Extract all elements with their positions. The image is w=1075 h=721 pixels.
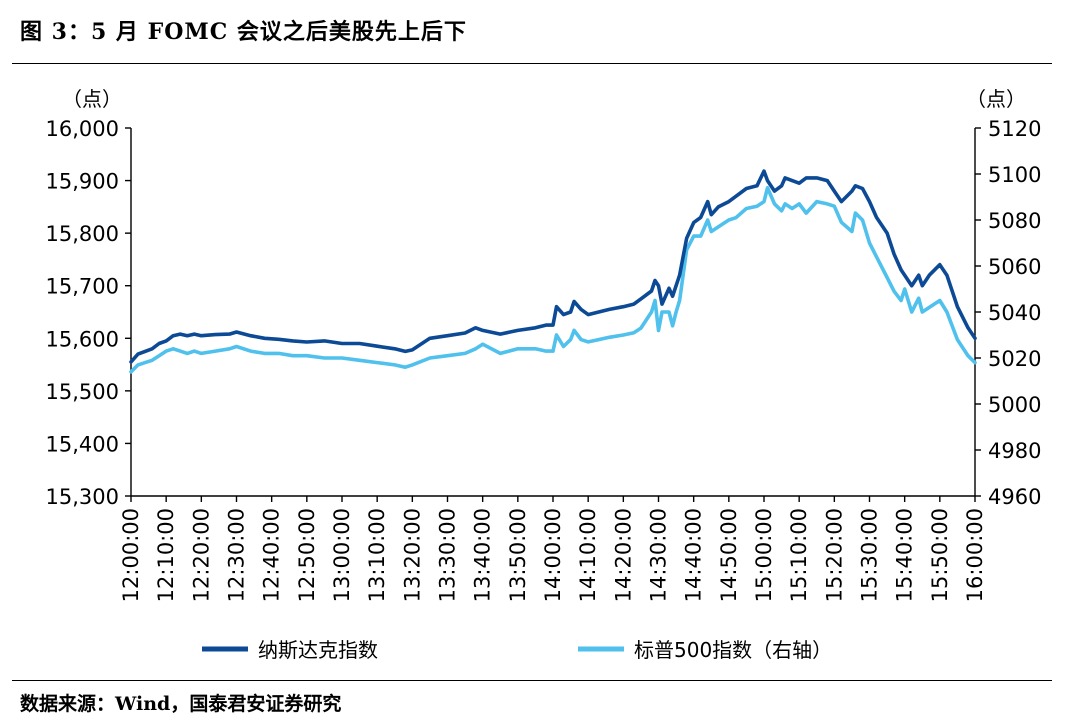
x-tick-label: 15:50:00: [928, 508, 952, 602]
x-tick-label: 14:50:00: [717, 508, 741, 602]
x-tick-label: 13:00:00: [330, 508, 354, 602]
legend: 纳斯达克指数 标普500指数（右轴）: [202, 638, 832, 662]
left-tick-label: 16,000: [46, 117, 119, 141]
legend-label-sp500: 标普500指数（右轴）: [634, 638, 832, 662]
right-axis-unit: （点）: [966, 87, 1026, 111]
x-tick-label: 12:10:00: [154, 508, 178, 602]
x-tick-label: 14:30:00: [647, 508, 671, 602]
right-tick-label: 5060: [988, 255, 1041, 279]
x-tick-label: 14:00:00: [541, 508, 565, 602]
right-tick-label: 5080: [988, 209, 1041, 233]
right-tick-label: 4960: [988, 485, 1041, 509]
left-tick-label: 15,600: [46, 327, 119, 351]
source-divider: [12, 680, 1052, 681]
left-tick-label: 15,700: [46, 275, 119, 299]
series-line-nasdaq: [129, 169, 977, 364]
figure-title: 图 3：5 月 FOMC 会议之后美股先上后下: [20, 19, 467, 45]
title-divider: [12, 63, 1052, 64]
x-tick-label: 15:20:00: [822, 508, 846, 602]
source-note: 数据来源：Wind，国泰君安证券研究: [20, 693, 342, 715]
left-axis: 15,300 15,400 15,500 15,600 15,700 15,800 15,9…: [46, 117, 132, 509]
left-tick-label: 15,400: [46, 432, 119, 456]
right-tick-label: 5000: [988, 393, 1041, 417]
x-tick-label: 13:50:00: [506, 508, 530, 602]
right-tick-label: 5040: [988, 301, 1041, 325]
right-tick-label: 5100: [988, 163, 1041, 187]
left-tick-label: 15,300: [46, 485, 119, 509]
x-tick-label: 16:00:00: [963, 508, 987, 602]
right-tick-label: 4980: [988, 439, 1041, 463]
left-axis-unit: （点）: [62, 87, 122, 111]
x-tick-label: 15:10:00: [787, 508, 811, 602]
left-tick-label: 15,900: [46, 170, 119, 194]
x-tick-label: 12:00:00: [119, 508, 143, 602]
x-tick-label: 14:40:00: [682, 508, 706, 602]
series-line-sp500: [129, 186, 977, 374]
bottom-axis: 12:00:00 12:10:00 12:20:00 12:30:00 12:40:00…: [119, 495, 987, 602]
legend-label-nasdaq: 纳斯达克指数: [258, 638, 378, 662]
x-tick-label: 15:30:00: [858, 508, 882, 602]
x-tick-label: 12:50:00: [295, 508, 319, 602]
x-tick-label: 13:10:00: [365, 508, 389, 602]
x-tick-label: 13:30:00: [436, 508, 460, 602]
right-axis: 4960 4980 5000 5020 5040 5060 5080 5100 5120: [974, 117, 1041, 509]
x-tick-label: 14:10:00: [576, 508, 600, 602]
x-tick-label: 15:00:00: [752, 508, 776, 602]
x-tick-label: 15:40:00: [893, 508, 917, 602]
x-tick-label: 14:20:00: [611, 508, 635, 602]
left-tick-label: 15,500: [46, 380, 119, 404]
x-tick-label: 12:20:00: [189, 508, 213, 602]
right-tick-label: 5120: [988, 117, 1041, 141]
x-tick-label: 12:40:00: [260, 508, 284, 602]
x-tick-label: 13:40:00: [471, 508, 495, 602]
right-tick-label: 5020: [988, 347, 1041, 371]
series-layer: [129, 169, 977, 374]
left-tick-label: 15,800: [46, 222, 119, 246]
x-tick-label: 12:30:00: [225, 508, 249, 602]
x-tick-label: 13:20:00: [400, 508, 424, 602]
